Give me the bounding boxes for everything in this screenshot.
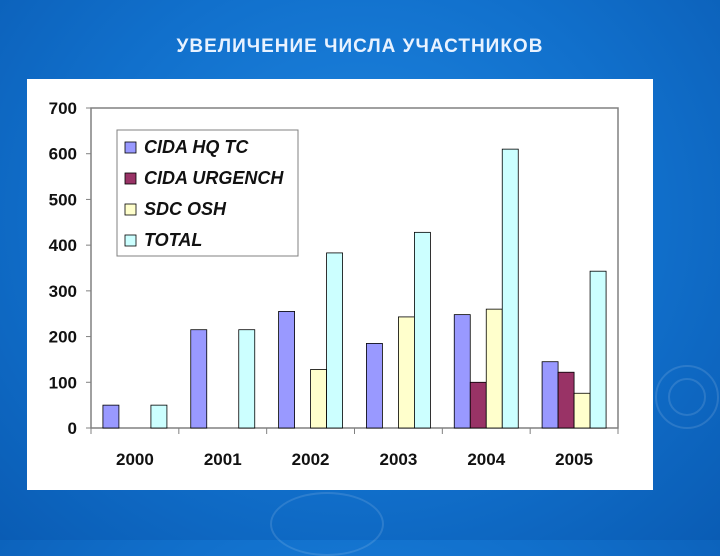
y-tick-label: 200	[49, 328, 77, 347]
y-tick-label: 600	[49, 145, 77, 164]
bar-cida-hq-tc-2003	[366, 343, 383, 429]
decorative-ripple	[668, 378, 706, 416]
decorative-ripple	[655, 365, 719, 429]
bar-cida-hq-tc-2000	[102, 404, 120, 429]
x-category-label: 2002	[292, 450, 330, 469]
legend-swatch	[124, 141, 137, 154]
legend-label: SDC OSH	[144, 199, 227, 219]
legend-swatch	[124, 172, 137, 185]
bar-cida-hq-tc-2002	[278, 311, 295, 429]
bar-cida-hq-tc-2005	[541, 361, 559, 429]
bar-cida-urgench-2004	[469, 381, 487, 429]
x-category-label: 2005	[555, 450, 593, 469]
y-tick-label: 300	[49, 282, 77, 301]
bar-total-2005	[589, 270, 607, 429]
y-tick-label: 700	[49, 99, 77, 118]
bar-total-2002	[326, 252, 343, 429]
decorative-ripple	[270, 492, 384, 556]
chart-panel: 0 100 200 300 400 500 600 700 2000 2001 2002 2003 20…	[27, 79, 653, 490]
x-category-label: 2004	[467, 450, 505, 469]
bar-total-2004	[501, 148, 519, 429]
x-category-label: 2000	[116, 450, 154, 469]
y-tick-label: 400	[49, 236, 77, 255]
bar-sdc-osh-2002	[310, 369, 327, 429]
legend-label: CIDA URGENCH	[144, 168, 284, 188]
legend-swatch	[124, 203, 137, 216]
bar-cida-urgench-2005	[557, 371, 575, 429]
x-category-label: 2001	[204, 450, 242, 469]
x-category-label: 2003	[380, 450, 418, 469]
y-tick-label: 100	[49, 373, 77, 392]
bar-total-2001	[238, 329, 256, 429]
legend-label: CIDA HQ TC	[144, 137, 249, 157]
bar-cida-hq-tc-2001	[190, 329, 208, 429]
slide-title: УВЕЛИЧЕНИЕ ЧИСЛА УЧАСТНИКОВ	[176, 36, 544, 57]
bar-total-2003	[414, 231, 431, 429]
bar-cida-hq-tc-2004	[453, 314, 471, 429]
legend-swatch	[124, 234, 137, 247]
bar-sdc-osh-2005	[573, 392, 591, 429]
legend-box	[116, 129, 299, 257]
bar-sdc-osh-2003	[398, 316, 415, 429]
bar-chart: 0 100 200 300 400 500 600 700 2000 2001 2002 2003 20…	[49, 99, 619, 469]
bar-sdc-osh-2004	[485, 308, 503, 429]
y-tick-label: 0	[68, 419, 77, 438]
legend-label: TOTAL	[144, 230, 202, 250]
bar-total-2000	[150, 404, 168, 429]
y-tick-label: 500	[49, 190, 77, 209]
